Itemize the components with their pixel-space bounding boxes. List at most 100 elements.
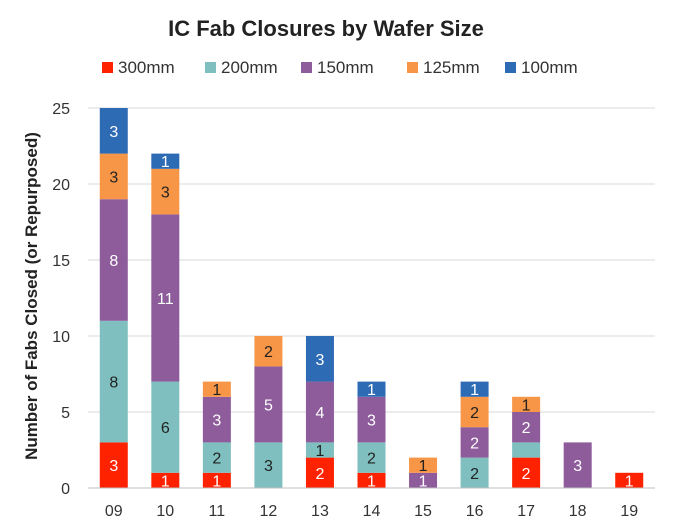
legend-item-125mm: 125mm	[407, 58, 480, 77]
y-tick-label: 20	[52, 177, 70, 194]
y-axis-label: Number of Fabs Closed (or Repurposed)	[22, 132, 41, 460]
legend: 300mm 200mm 150mm 125mm 100mm	[102, 58, 578, 77]
data-label: 3	[212, 413, 221, 430]
bar-segment-200mm	[512, 442, 541, 458]
data-label: 1	[212, 473, 221, 490]
legend-item-200mm: 200mm	[205, 58, 278, 77]
bar-stack-14: 1 2 3 1	[357, 381, 386, 490]
data-label: 4	[316, 405, 325, 422]
y-tick-label: 5	[61, 405, 70, 422]
legend-label: 200mm	[221, 58, 278, 77]
legend-label: 125mm	[423, 58, 480, 77]
data-label: 1	[367, 473, 376, 490]
x-tick-label: 11	[209, 503, 226, 520]
data-label: 6	[161, 420, 170, 437]
data-label: 1	[522, 397, 531, 414]
bar-segment-125mm	[99, 153, 128, 200]
bar-segment-300mm	[305, 457, 334, 488]
bar-stack-15: 11	[409, 457, 438, 490]
bar-segment-150mm	[202, 396, 231, 443]
bar-stack-10: 1 6 11 3 1	[151, 153, 180, 490]
data-label: 2	[470, 466, 479, 483]
data-label: 1	[161, 154, 170, 171]
data-label: 3	[367, 413, 376, 430]
data-label: 1	[419, 458, 428, 475]
bar-segment-200mm	[254, 442, 283, 488]
data-label: 3	[573, 458, 582, 475]
x-tick-label: 15	[414, 503, 432, 520]
data-label: 1	[316, 443, 325, 460]
bar-segment-150mm	[460, 427, 489, 458]
legend-item-150mm: 150mm	[301, 58, 374, 77]
bar-segment-125mm	[202, 381, 231, 397]
legend-item-100mm: 100mm	[505, 58, 578, 77]
data-label: 2	[470, 405, 479, 422]
data-label: 2	[470, 435, 479, 452]
data-label: 1	[470, 382, 479, 399]
data-label: 1	[625, 473, 634, 490]
bar-segment-300mm	[357, 472, 386, 488]
legend-swatch	[407, 62, 418, 73]
bar-stack-11: 1 2 3 1	[202, 381, 231, 490]
bar-segment-100mm	[357, 381, 386, 397]
bar-segment-125mm	[512, 396, 541, 412]
x-tick-label: 19	[620, 503, 638, 520]
data-label: 2	[522, 466, 531, 483]
data-label: 8	[109, 375, 118, 392]
bar-segment-300mm	[202, 472, 231, 488]
bar-segment-200mm	[151, 381, 180, 473]
bar-segment-200mm	[99, 320, 128, 443]
bar-segment-100mm	[99, 108, 128, 154]
bar-segment-150mm	[512, 412, 541, 443]
data-label: 2	[316, 466, 325, 483]
data-label: 2	[264, 344, 273, 361]
y-tick-label: 25	[52, 101, 70, 118]
bar-segment-150mm	[99, 199, 128, 321]
y-tick-label: 0	[61, 481, 70, 498]
y-tick-label: 15	[52, 253, 70, 270]
bar-segment-150mm	[305, 381, 334, 443]
x-tick-label: 14	[363, 503, 381, 520]
bar-stack-16: 2 2 2 1	[460, 381, 489, 488]
bar-segment-200mm	[202, 442, 231, 473]
bar-segment-150mm	[254, 366, 283, 443]
bar-segment-300mm	[512, 457, 541, 488]
bar-segment-300mm	[99, 442, 128, 488]
bar-segment-100mm	[460, 381, 489, 397]
data-label: 1	[419, 473, 428, 490]
data-label: 3	[316, 352, 325, 369]
legend-swatch	[102, 62, 113, 73]
legend-swatch	[505, 62, 516, 73]
bar-segment-200mm	[357, 442, 386, 473]
legend-label: 100mm	[521, 58, 578, 77]
x-tick-label: 18	[569, 503, 587, 520]
data-label: 1	[161, 473, 170, 490]
data-label: 5	[264, 397, 273, 414]
bar-segment-300mm	[615, 472, 644, 488]
data-label: 1	[367, 382, 376, 399]
data-label: 3	[109, 458, 118, 475]
bar-segment-125mm	[151, 168, 180, 215]
bar-segment-150mm	[357, 396, 386, 443]
x-tick-label: 16	[466, 503, 484, 520]
legend-label: 150mm	[317, 58, 374, 77]
x-tick-label: 17	[517, 503, 535, 520]
data-label: 3	[264, 458, 273, 475]
bar-segment-150mm	[409, 472, 438, 488]
bar-stack-18: 3	[563, 442, 592, 488]
bar-stack-12: 3 5 2	[254, 336, 283, 488]
bar-segment-150mm	[563, 442, 592, 488]
data-label: 3	[161, 185, 170, 202]
data-label: 2	[367, 451, 376, 468]
data-label: 1	[212, 382, 221, 399]
bar-stack-19: 1	[615, 472, 644, 490]
legend-swatch	[301, 62, 312, 73]
bar-segment-125mm	[460, 396, 489, 428]
x-tick-label: 09	[105, 503, 123, 520]
bar-segment-125mm	[409, 457, 438, 473]
data-label: 11	[157, 291, 174, 308]
bar-segment-300mm	[151, 472, 180, 488]
bar-segment-150mm	[151, 214, 180, 382]
